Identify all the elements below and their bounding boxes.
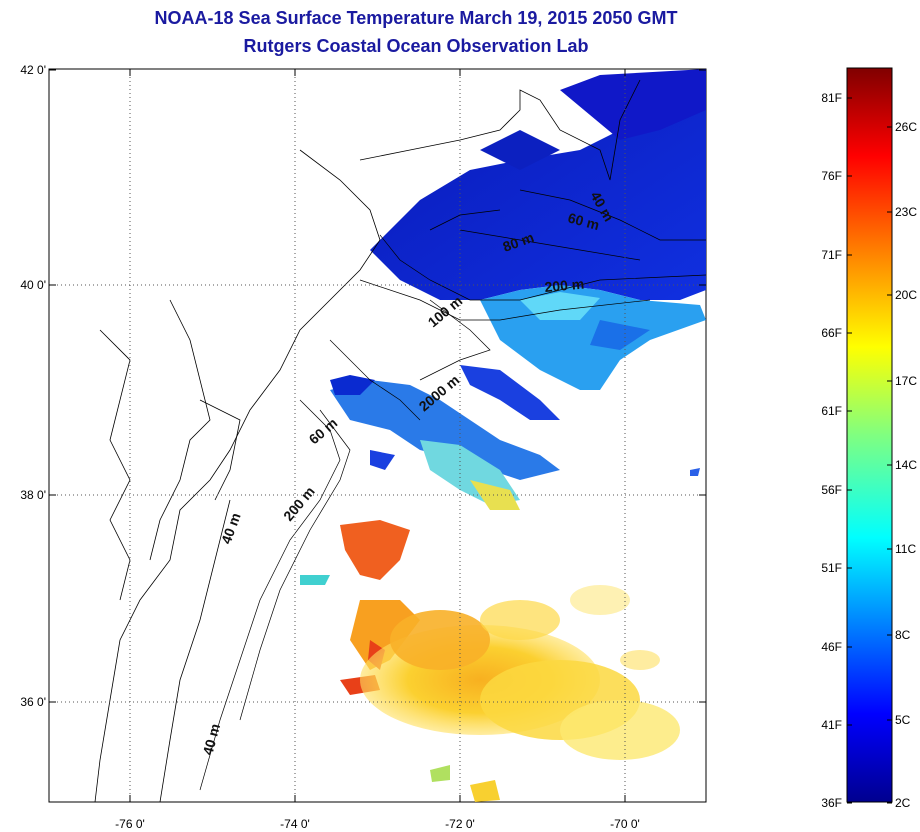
- map-subtitle: Rutgers Coastal Ocean Observation Lab: [243, 36, 589, 56]
- contour-label: 60 m: [566, 209, 601, 233]
- lon-tick-label: -70 0': [610, 817, 640, 831]
- colorbar-f-label: 36F: [821, 796, 842, 810]
- colorbar-f-label: 46F: [821, 640, 842, 654]
- colorbar-f-label: 81F: [821, 91, 842, 105]
- map-title: NOAA-18 Sea Surface Temperature March 19…: [154, 8, 678, 28]
- coastline: [94, 79, 706, 802]
- sst-field: [300, 69, 706, 802]
- colorbar-c-label: 20C: [895, 288, 917, 302]
- contour-label: 40 m: [199, 722, 223, 757]
- lon-tick-label: -76 0': [115, 817, 145, 831]
- map-ticks: [49, 69, 706, 802]
- colorbar-f-label: 51F: [821, 561, 842, 575]
- colorbar-f-label: 61F: [821, 404, 842, 418]
- colorbar-c-label: 5C: [895, 713, 911, 727]
- lat-tick-label: 38 0': [20, 488, 46, 502]
- colorbar: [846, 67, 893, 803]
- colorbar-c-label: 14C: [895, 458, 917, 472]
- lat-tick-label: 36 0': [20, 695, 46, 709]
- map-grid: [49, 69, 706, 802]
- colorbar-f-label: 41F: [821, 718, 842, 732]
- colorbar-f-label: 76F: [821, 169, 842, 183]
- colorbar-f-label: 66F: [821, 326, 842, 340]
- colorbar-c-label: 8C: [895, 628, 911, 642]
- colorbar-c-label: 11C: [895, 542, 916, 556]
- lat-tick-label: 42 0': [20, 63, 46, 77]
- colorbar-c-label: 23C: [895, 205, 917, 219]
- colorbar-c-label: 17C: [895, 374, 917, 388]
- contour-label: 200 m: [544, 276, 585, 295]
- lon-tick-label: -74 0': [280, 817, 310, 831]
- colorbar-c-label: 26C: [895, 120, 917, 134]
- colorbar-ticks: [847, 97, 892, 804]
- colorbar-f-label: 56F: [821, 483, 842, 497]
- lon-tick-label: -72 0': [445, 817, 475, 831]
- colorbar-c-label: 2C: [895, 796, 911, 810]
- colorbar-f-label: 71F: [821, 248, 842, 262]
- lat-tick-label: 40 0': [20, 278, 46, 292]
